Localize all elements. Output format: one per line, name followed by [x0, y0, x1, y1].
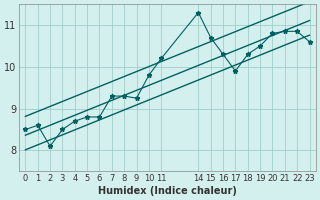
X-axis label: Humidex (Indice chaleur): Humidex (Indice chaleur) [98, 186, 237, 196]
